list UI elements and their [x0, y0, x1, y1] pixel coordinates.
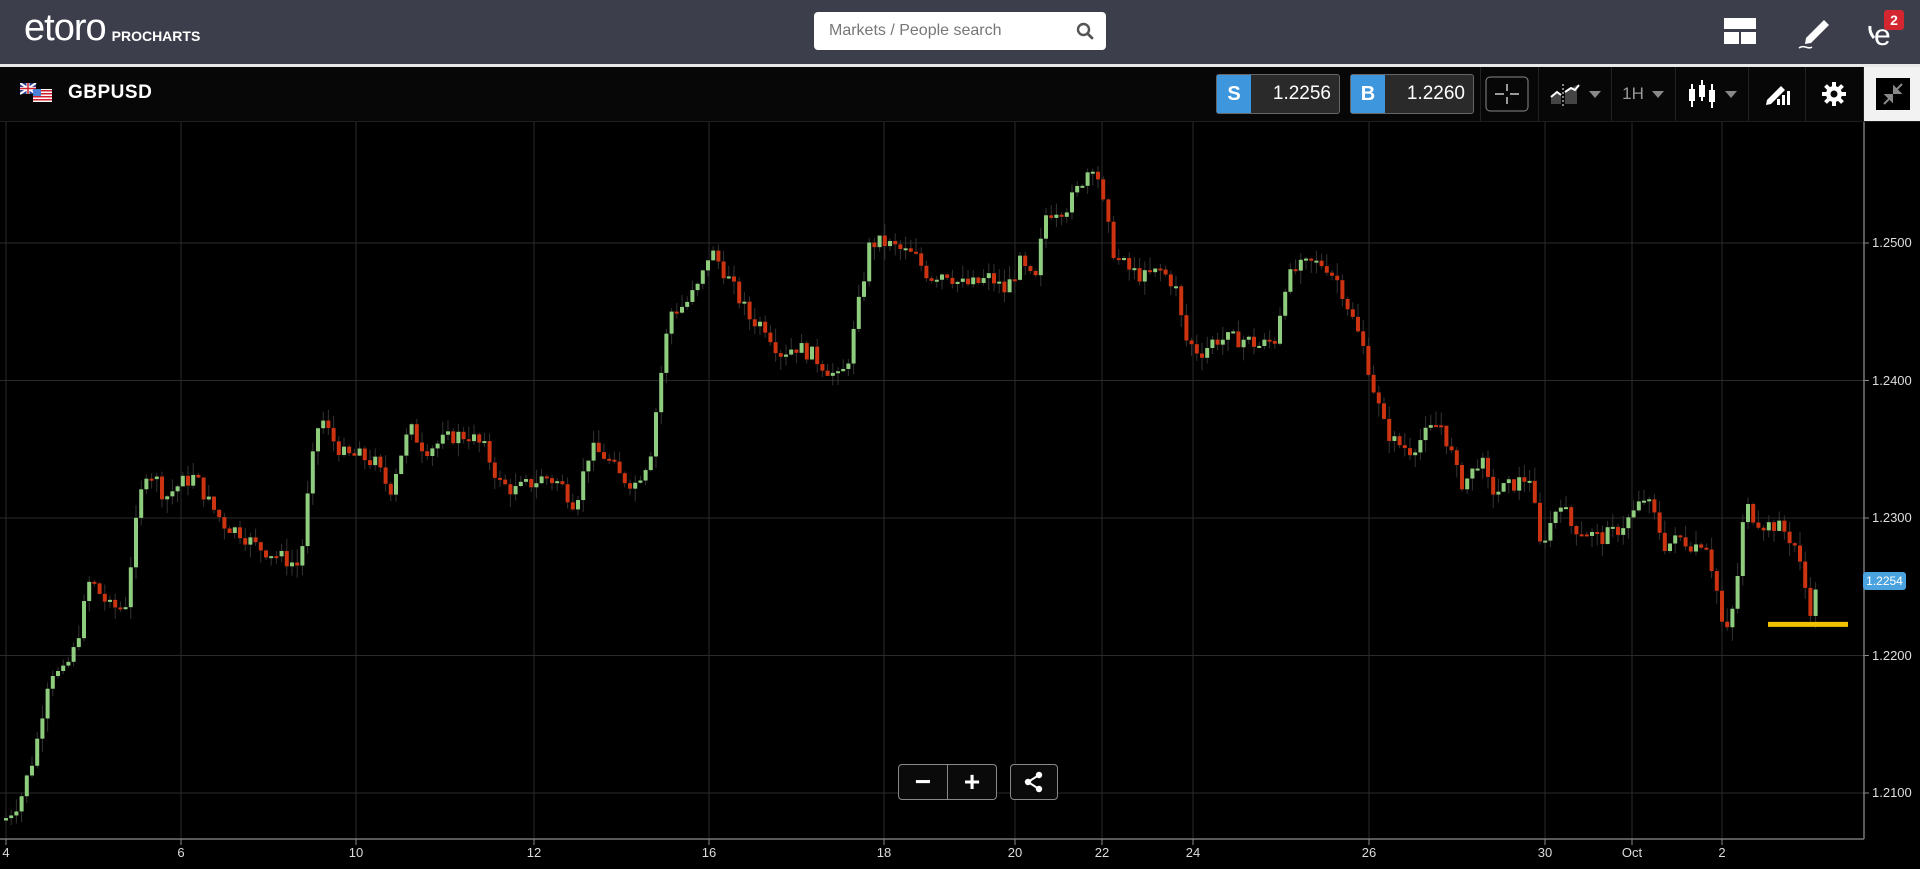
chart-toolbar: GBPUSD S 1.2256 B 1.2260 1H [0, 67, 1920, 122]
time-tick-label: 24 [1185, 845, 1201, 860]
uk-us-flags-icon [20, 83, 52, 102]
buy-button[interactable]: B 1.2260 [1350, 74, 1474, 114]
notifications-button[interactable]: e 2 [1862, 10, 1906, 54]
sell-label: S [1217, 75, 1251, 113]
current-price-label: 1.2254 [1863, 572, 1906, 590]
timeframe-select[interactable]: 1H [1611, 67, 1674, 121]
price-tick-label: 1.2500 [1872, 235, 1912, 250]
edit-icon [1798, 20, 1829, 49]
time-tick-label: 10 [348, 845, 364, 860]
price-tick-label: 1.2200 [1872, 647, 1912, 663]
timeframe-value: 1H [1622, 84, 1644, 103]
chart-type-icon [1550, 84, 1580, 106]
candlestick-icon [1689, 80, 1715, 108]
time-tick-label: 22 [1094, 845, 1110, 860]
price-tick-label: 1.2300 [1872, 510, 1912, 525]
price-chart[interactable] [0, 122, 1920, 869]
time-tick-label: 30 [1537, 845, 1553, 860]
time-tick-label: 6 [177, 845, 185, 860]
time-tick-label: 2 [1718, 845, 1726, 860]
header-divider [0, 64, 1920, 67]
settings-icon [1822, 82, 1846, 106]
chart-type-button[interactable] [1538, 67, 1611, 121]
search-icon[interactable] [1076, 22, 1094, 40]
chevron-down-icon [1651, 90, 1664, 98]
edit-button[interactable] [1792, 10, 1836, 54]
etoro-logo[interactable]: etoro PROCHARTS [24, 8, 200, 48]
layout-icon [1724, 18, 1756, 44]
top-bar: etoro PROCHARTS e 2 [0, 0, 1920, 67]
logo-word: etoro [24, 7, 107, 49]
crosshair-button[interactable] [1480, 67, 1533, 121]
buy-label: B [1351, 75, 1385, 113]
chevron-down-icon [1725, 90, 1737, 98]
settings-button[interactable] [1805, 67, 1862, 121]
logo-subtitle: PROCHARTS [111, 28, 201, 44]
collapse-icon [1875, 78, 1910, 110]
price-tick-label: 1.2400 [1872, 372, 1912, 388]
time-tick-label: 18 [876, 845, 892, 860]
notification-badge: 2 [1884, 10, 1904, 30]
chevron-down-icon [1589, 90, 1601, 98]
instrument-label: GBPUSD [20, 82, 152, 104]
zoom-controls: − + [898, 764, 997, 800]
time-tick-label: 12 [526, 845, 542, 860]
time-tick-label: 26 [1361, 845, 1377, 860]
sell-button[interactable]: S 1.2256 [1216, 74, 1340, 114]
drawing-tools-button[interactable] [1748, 67, 1805, 121]
price-tick-label: 1.2100 [1872, 785, 1912, 800]
search-input[interactable] [814, 12, 1079, 50]
zoom-in-button[interactable]: + [947, 764, 997, 800]
buy-price: 1.2260 [1406, 83, 1465, 104]
share-icon [1024, 771, 1043, 793]
instrument-name: GBPUSD [68, 82, 153, 103]
crosshair-icon [1485, 76, 1529, 112]
sell-price: 1.2256 [1272, 83, 1331, 104]
collapse-button[interactable] [1863, 67, 1920, 121]
time-tick-label: 4 [2, 845, 10, 860]
zoom-out-button[interactable]: − [898, 764, 948, 800]
layout-button[interactable] [1718, 10, 1762, 54]
time-tick-label: 20 [1007, 845, 1023, 860]
candlestick-type-button[interactable] [1675, 67, 1748, 121]
share-button[interactable] [1010, 764, 1058, 800]
time-tick-label: 16 [701, 845, 717, 860]
drawing-tools-icon [1766, 86, 1790, 105]
search-box[interactable] [814, 12, 1106, 50]
time-tick-label: Oct [1621, 845, 1643, 860]
